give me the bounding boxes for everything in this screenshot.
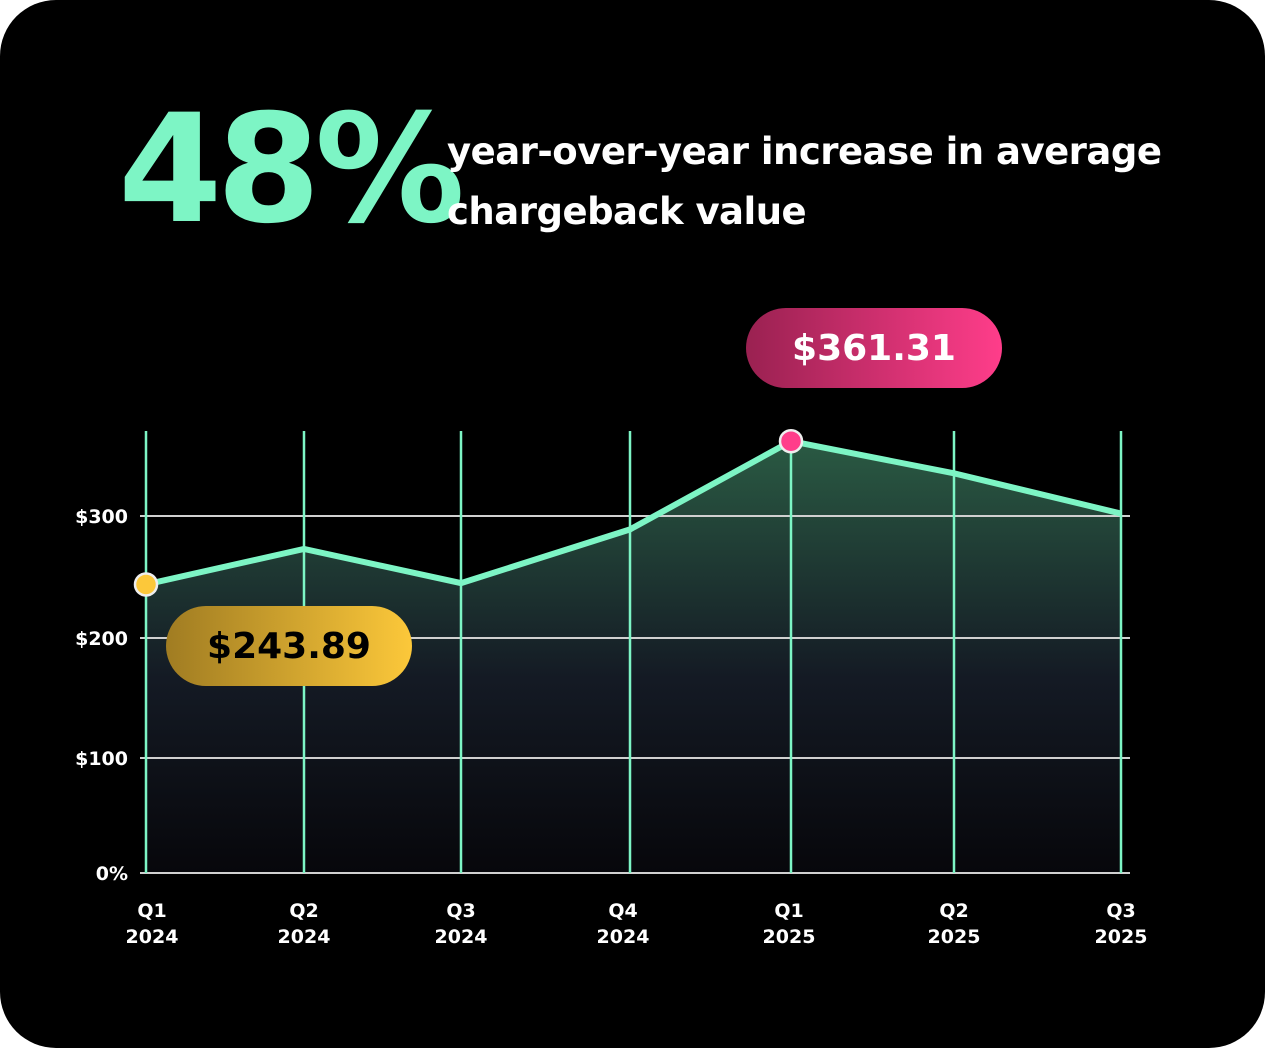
data-point-marker [778, 428, 804, 454]
x-tick-year: 2024 [597, 926, 650, 948]
x-tick-year: 2024 [278, 926, 331, 948]
x-tick-year: 2025 [928, 926, 981, 948]
headline-description: year-over-year increase in average charg… [447, 130, 1162, 233]
x-tick-year: 2024 [126, 926, 179, 948]
x-tick-year: 2024 [435, 926, 488, 948]
x-tick-quarter: Q4 [608, 900, 637, 922]
start-value-label: $243.89 [166, 606, 412, 686]
y-tick-label: $100 [75, 748, 128, 770]
peak-value-label: $361.31 [746, 308, 1002, 388]
area-fill [146, 441, 1121, 873]
data-point-marker [133, 572, 159, 597]
y-tick-label: 0% [96, 863, 128, 885]
y-tick-label: $200 [75, 628, 128, 650]
series-line [145, 438, 1122, 588]
y-tick-label: $300 [75, 506, 128, 528]
x-tick-quarter: Q2 [289, 900, 318, 922]
x-tick-quarter: Q3 [446, 900, 475, 922]
x-tick-year: 2025 [763, 926, 816, 948]
headline-stat: 48% [118, 83, 465, 257]
x-tick-quarter: Q1 [774, 900, 803, 922]
x-tick-quarter: Q1 [137, 900, 166, 922]
x-tick-quarter: Q2 [939, 900, 968, 922]
x-tick-quarter: Q3 [1106, 900, 1135, 922]
x-tick-year: 2025 [1095, 926, 1148, 948]
